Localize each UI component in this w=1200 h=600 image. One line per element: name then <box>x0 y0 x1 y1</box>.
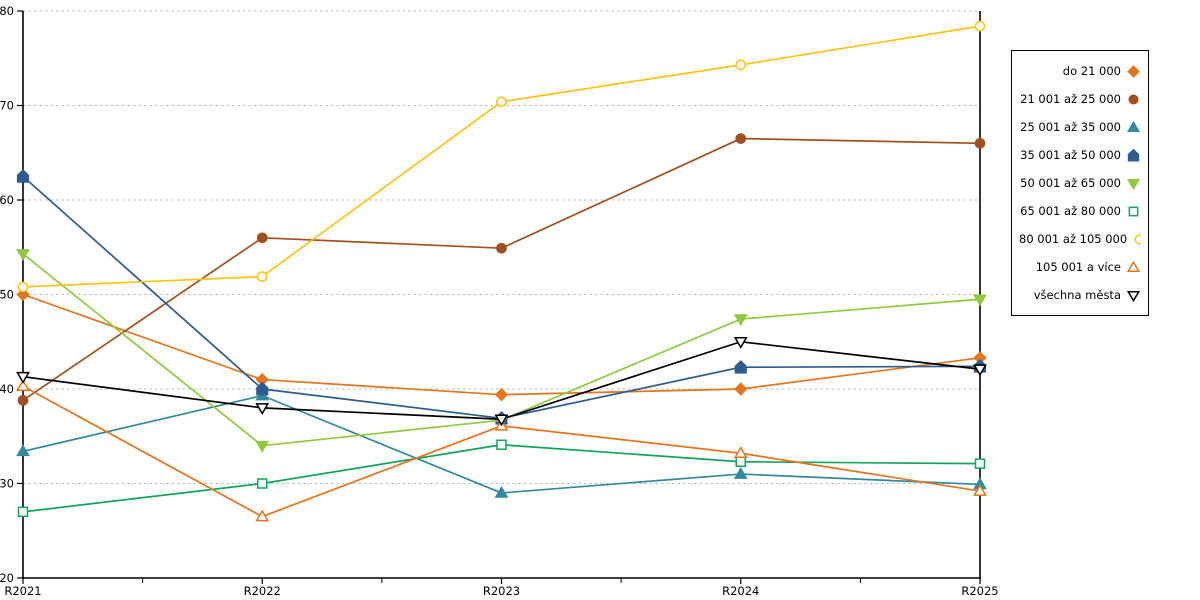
x-tick-label: R2023 <box>483 584 520 598</box>
legend-label: 105 001 a více <box>1035 260 1121 274</box>
circle-marker-icon <box>17 394 29 406</box>
legend-label: 80 001 až 105 000 <box>1019 232 1128 246</box>
triangle-down-marker-icon <box>255 403 270 415</box>
x-tick-label: R2021 <box>4 584 41 598</box>
circle-marker-icon <box>974 137 986 149</box>
y-tick-label: 60 <box>0 193 14 207</box>
triangle-up-marker-icon <box>494 485 509 498</box>
circle-icon <box>1128 93 1139 105</box>
legend-item-5: 65 001 až 80 000 <box>1019 197 1141 225</box>
legend-label: 35 001 až 50 000 <box>1020 148 1121 162</box>
triangle-up-marker-icon <box>973 483 987 496</box>
circle-marker-icon <box>496 96 507 108</box>
triangle-down-marker-icon <box>973 294 987 307</box>
square-marker-icon <box>974 458 986 469</box>
y-tick-label: 30 <box>0 477 14 491</box>
triangle-up-marker-icon <box>16 379 30 391</box>
y-tick-label: 40 <box>0 382 14 396</box>
diamond-marker-icon <box>16 287 30 302</box>
legend-item-4: 50 001 až 65 000 <box>1019 169 1141 197</box>
series-2 <box>16 388 987 498</box>
square-marker-icon <box>496 439 507 450</box>
y-tick-label: 70 <box>0 99 14 113</box>
legend-label: 25 001 až 35 000 <box>1020 120 1121 134</box>
pentagon-marker-icon <box>256 381 269 396</box>
x-tick-label: R2025 <box>961 584 998 598</box>
y-tick-label: 50 <box>0 288 14 302</box>
triangle-up-marker-icon <box>733 466 748 479</box>
triangle-down-marker-icon <box>16 371 30 384</box>
triangle-down-marker-icon <box>733 314 748 327</box>
triangle-down-icon <box>1126 290 1141 302</box>
chart-legend: do 21 000 21 001 až 25 000 25 001 až 35 00… <box>1011 50 1149 316</box>
triangle-down-marker-icon <box>494 414 509 427</box>
series-7 <box>16 379 987 522</box>
pentagon-icon <box>1127 148 1140 161</box>
diamond-icon <box>1127 64 1140 78</box>
circle-marker-icon <box>974 20 986 32</box>
diamond-marker-icon <box>734 382 748 396</box>
x-tick-label: R2024 <box>722 584 759 598</box>
circle-icon <box>1134 233 1141 245</box>
legend-label: 65 001 až 80 000 <box>1020 204 1121 218</box>
pentagon-marker-icon <box>16 169 30 183</box>
series-line <box>22 340 981 421</box>
y-tick-label: 20 <box>0 571 14 585</box>
legend-item-6: 80 001 až 105 000 <box>1019 225 1141 253</box>
series-line <box>22 293 981 396</box>
legend-label: všechna města <box>1033 288 1121 302</box>
series-3 <box>16 169 987 425</box>
legend-item-7: 105 001 a více <box>1019 253 1141 281</box>
triangle-up-marker-icon <box>733 446 748 459</box>
legend-item-2: 25 001 až 35 000 <box>1019 113 1141 141</box>
square-icon <box>1128 206 1139 216</box>
series-1 <box>17 133 986 406</box>
circle-marker-icon <box>17 281 29 293</box>
legend-item-3: 35 001 až 50 000 <box>1019 141 1141 169</box>
y-axis: 20 30 40 50 60 70 80 <box>0 4 23 585</box>
pentagon-marker-icon <box>734 360 747 374</box>
x-tick-label: R2022 <box>244 584 281 598</box>
triangle-up-marker-icon <box>255 509 270 522</box>
legend-label: do 21 000 <box>1062 64 1121 78</box>
triangle-down-marker-icon <box>255 440 270 453</box>
triangle-down-icon <box>1126 178 1141 190</box>
circle-marker-icon <box>496 242 507 254</box>
legend-item-1: 21 001 až 25 000 <box>1019 85 1141 113</box>
triangle-down-marker-icon <box>16 249 30 261</box>
series-5 <box>17 439 986 518</box>
triangle-up-icon <box>1126 120 1141 132</box>
legend-label: 50 001 až 65 000 <box>1020 176 1121 190</box>
square-marker-icon <box>735 456 746 467</box>
circle-marker-icon <box>735 59 747 71</box>
circle-marker-icon <box>256 271 268 282</box>
diamond-marker-icon <box>494 388 509 402</box>
circle-marker-icon <box>256 232 268 244</box>
triangle-down-marker-icon <box>973 364 987 377</box>
triangle-up-marker-icon <box>16 444 30 457</box>
circle-marker-icon <box>735 133 747 144</box>
x-axis: R2021 R2022 R2023 R2024 R2025 <box>4 578 999 598</box>
square-marker-icon <box>257 478 268 489</box>
legend-item-8: všechna města <box>1019 281 1141 309</box>
legend-label: 21 001 až 25 000 <box>1020 92 1121 106</box>
triangle-up-icon <box>1126 260 1141 272</box>
square-marker-icon <box>17 506 29 518</box>
y-tick-label: 80 <box>0 4 14 18</box>
triangle-down-marker-icon <box>733 336 748 349</box>
series-line <box>22 175 981 420</box>
legend-item-0: do 21 000 <box>1019 57 1141 85</box>
series-8 <box>16 336 987 427</box>
series-6 <box>17 20 986 293</box>
series-0 <box>16 287 987 402</box>
series-line <box>22 137 981 402</box>
